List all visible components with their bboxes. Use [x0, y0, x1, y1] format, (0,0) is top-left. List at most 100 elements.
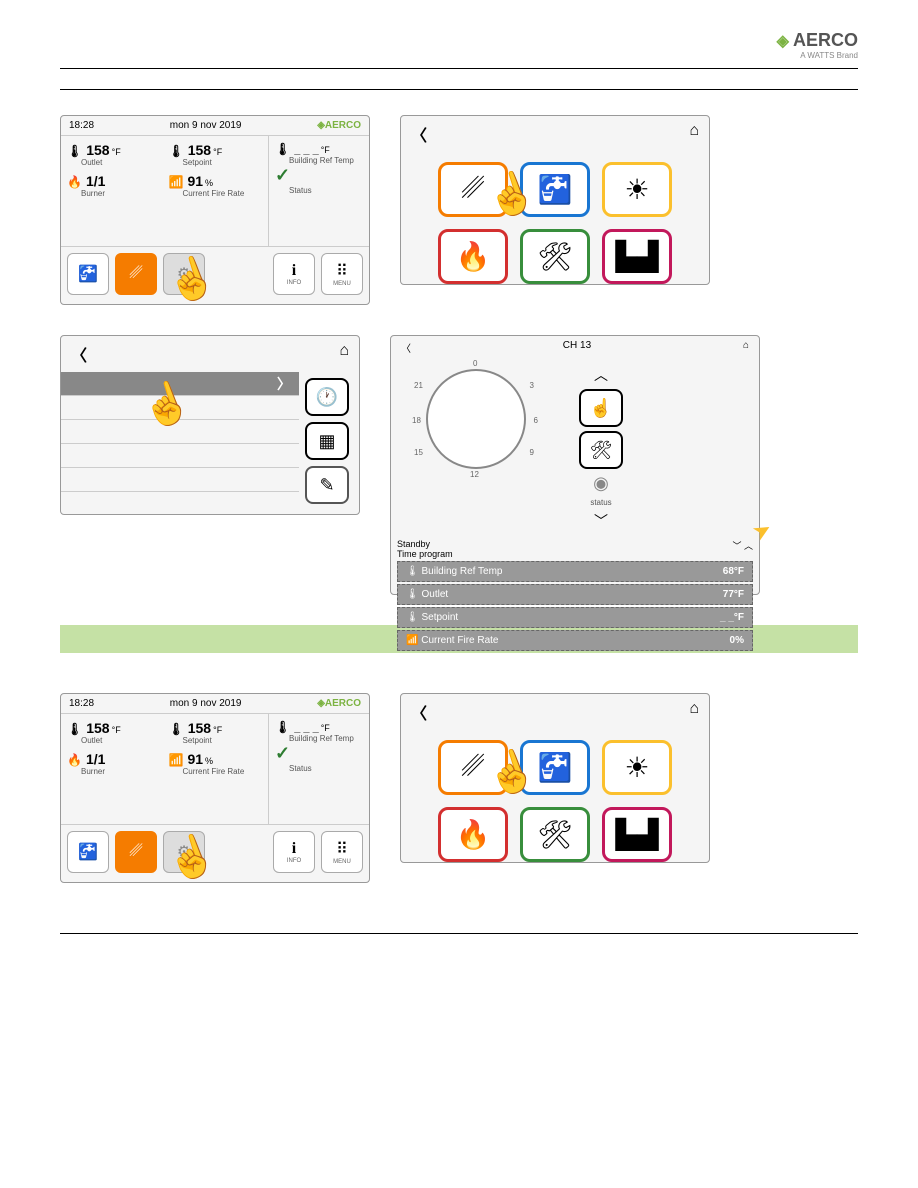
setpoint-value: 158 [188, 720, 211, 736]
thermometer-icon: 🌡 [169, 722, 184, 736]
status-indicator-icon: ◉ [593, 473, 609, 494]
back-icon[interactable]: 〈 [401, 340, 411, 355]
screen-logo: ◈AERCO [317, 120, 361, 131]
home-icon[interactable]: ⌂ [689, 122, 699, 146]
ref-unit: °F [321, 145, 330, 155]
tools-tile[interactable]: 🛠 [520, 807, 590, 862]
detail-screen: 〈 CH 13 ⌂ 0 3 6 9 12 15 18 21 ︿ ☝ � [390, 335, 760, 595]
settings-button[interactable]: ⚙ [163, 831, 205, 873]
clock-number: 21 [414, 381, 423, 390]
heating-button[interactable]: ␥ [115, 831, 157, 873]
flame-icon: 🔥 [67, 753, 82, 767]
back-icon[interactable]: 〈 [71, 342, 87, 366]
ref-label: Building Ref Temp [289, 156, 363, 165]
settings-button[interactable]: ⚙ [163, 253, 205, 295]
burner-label: Burner [81, 189, 161, 198]
down-chevron-icon[interactable]: ﹀ [594, 511, 608, 531]
check-icon: ✓ [275, 165, 363, 186]
fire-unit: % [205, 178, 213, 188]
clock-number: 9 [530, 448, 534, 457]
edit-tile[interactable]: ✎ [305, 466, 349, 504]
info-button[interactable]: iINFO [273, 253, 315, 295]
manual-tile[interactable]: ☝ [579, 389, 623, 427]
section-divider [60, 89, 858, 90]
thermometer-icon: 🌡 [275, 720, 290, 734]
clock-number: 18 [412, 416, 421, 425]
menu-button[interactable]: ⠿MENU [321, 831, 363, 873]
setpoint-unit: °F [213, 147, 222, 157]
clock-date: mon 9 nov 2019 [170, 698, 242, 709]
readings-list: 🌡 Building Ref Temp68°F 🌡 Outlet77°F 🌡 S… [391, 561, 759, 651]
screen-logo: ◈AERCO [317, 698, 361, 709]
reading-row: 🌡 Outlet77°F [397, 584, 753, 605]
fire-label: Current Fire Rate [183, 189, 263, 198]
figure-row-2: 〈 ⌂ 〉 🕐 ▦ ✎ ☝ 〈 CH 13 ⌂ [60, 335, 858, 595]
brand-tagline: A WATTS Brand [777, 51, 858, 60]
modules-tile[interactable]: ▙▟ [602, 229, 672, 284]
heating-tile[interactable]: ␥ [438, 740, 508, 795]
fire-value: 91 [187, 173, 203, 189]
back-icon[interactable]: 〈 [411, 700, 427, 724]
thermometer-icon: 🌡 [169, 144, 184, 158]
mode-label: Time program [397, 549, 453, 559]
heating-button[interactable]: ␥ [115, 253, 157, 295]
back-icon[interactable]: 〈 [411, 122, 427, 146]
thermometer-icon: 🌡 [67, 144, 82, 158]
reading-row: 🌡 Building Ref Temp68°F [397, 561, 753, 582]
signal-icon: 📶 [169, 753, 184, 767]
menu-button[interactable]: ⠿MENU [321, 253, 363, 295]
thermometer-icon: 🌡 [275, 142, 290, 156]
thermometer-icon: 🌡 [67, 722, 82, 736]
calendar-tile[interactable]: ▦ [305, 422, 349, 460]
home-icon[interactable]: ⌂ [689, 700, 699, 724]
info-button[interactable]: iINFO [273, 831, 315, 873]
faucet-button[interactable]: 🚰 [67, 253, 109, 295]
outlet-value: 158 [86, 142, 109, 158]
burner-value: 1/1 [86, 173, 105, 189]
faucet-tile[interactable]: 🚰 [520, 740, 590, 795]
flame-tile[interactable]: 🔥 [438, 807, 508, 862]
faucet-button[interactable]: 🚰 [67, 831, 109, 873]
scroll-arrows[interactable]: ﹀ ︿ [732, 539, 753, 559]
home-icon[interactable]: ⌂ [339, 342, 349, 366]
list-screen: 〈 ⌂ 〉 🕐 ▦ ✎ ☝ [60, 335, 360, 515]
outlet-value: 158 [86, 720, 109, 736]
list-item[interactable] [61, 396, 299, 420]
clock-number: 12 [470, 470, 479, 479]
clock-number: 15 [414, 448, 423, 457]
faucet-tile[interactable]: 🚰 [520, 162, 590, 217]
list-item[interactable] [61, 444, 299, 468]
home-icon[interactable]: ⌂ [743, 340, 749, 355]
screen-title: CH 13 [411, 340, 743, 355]
page-header: AERCO A WATTS Brand [60, 30, 858, 69]
sun-tile[interactable]: ☀ [602, 162, 672, 217]
list-item[interactable]: 〉 [61, 372, 299, 396]
reading-row: 🌡 Setpoint_ _°F [397, 607, 753, 628]
clock-number: 3 [530, 381, 534, 390]
setpoint-label: Setpoint [183, 158, 263, 167]
list-item[interactable] [61, 420, 299, 444]
heating-tile[interactable]: ␥ [438, 162, 508, 217]
status-label: Status [289, 186, 363, 195]
modules-tile[interactable]: ▙▟ [602, 807, 672, 862]
flame-icon: 🔥 [67, 175, 82, 189]
menu-grid-screen: 〈 ⌂ ␥ 🚰 ☀ 🔥 🛠 ▙▟ ☝ [400, 115, 710, 285]
outlet-unit: °F [112, 147, 121, 157]
figure-row-3: 18:28 mon 9 nov 2019 ◈AERCO 🌡158°F Outle… [60, 693, 858, 883]
sun-tile[interactable]: ☀ [602, 740, 672, 795]
flame-tile[interactable]: 🔥 [438, 229, 508, 284]
clock-number: 0 [473, 359, 477, 368]
tools-tile[interactable]: 🛠 [520, 229, 590, 284]
clock-time: 18:28 [69, 698, 94, 709]
tools-tile[interactable]: 🛠 [579, 431, 623, 469]
brand-logo: AERCO A WATTS Brand [777, 30, 858, 60]
clock-time: 18:28 [69, 120, 94, 131]
menu-grid-screen: 〈 ⌂ ␥ 🚰 ☀ 🔥 🛠 ▙▟ ☝ [400, 693, 710, 863]
page-footer-rule [60, 933, 858, 934]
schedule-tile[interactable]: 🕐 [305, 378, 349, 416]
list-item[interactable] [61, 468, 299, 492]
mode-label: Standby [397, 539, 453, 549]
status-screen: 18:28 mon 9 nov 2019 ◈AERCO 🌡158°F Outle… [60, 115, 370, 305]
outlet-label: Outlet [81, 158, 161, 167]
up-chevron-icon[interactable]: ︿ [594, 365, 608, 385]
